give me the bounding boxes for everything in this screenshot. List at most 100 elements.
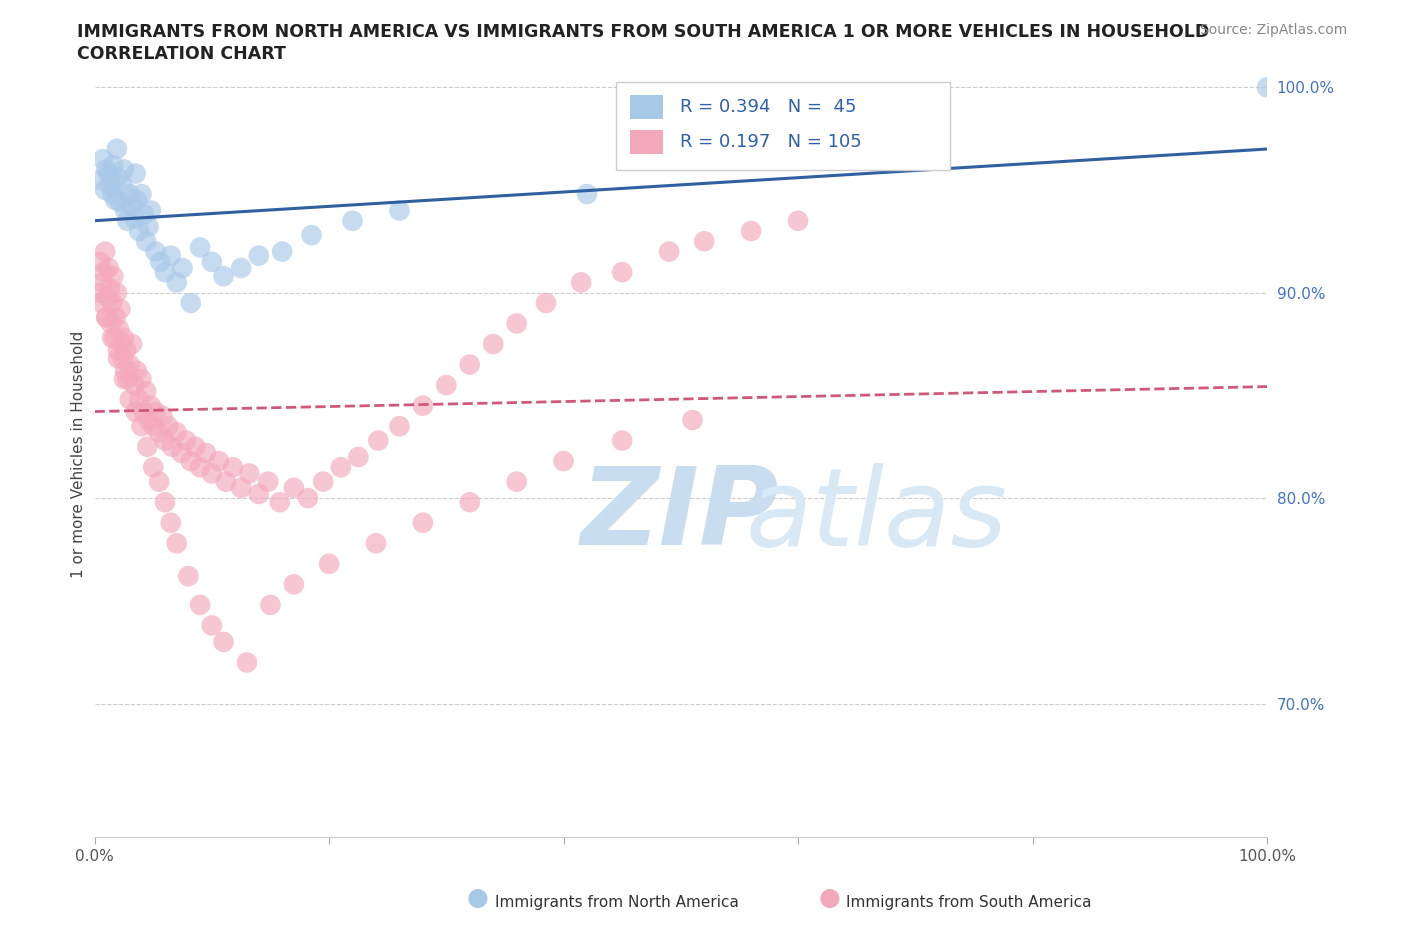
Point [94, 245, 117, 259]
Point [534, 296, 557, 311]
Text: ●: ● [818, 885, 841, 910]
Point [505, 474, 527, 489]
Point [96, 310, 118, 325]
Point [388, 203, 411, 218]
Point [124, 405, 146, 419]
Y-axis label: 1 or more Vehicles in Household: 1 or more Vehicles in Household [72, 330, 86, 578]
Point [208, 454, 231, 469]
Point [297, 491, 319, 506]
Point [111, 179, 134, 193]
Point [121, 337, 143, 352]
Point [153, 495, 176, 510]
Point [312, 474, 335, 489]
Point [458, 357, 481, 372]
Point [103, 158, 125, 173]
Point [153, 265, 176, 280]
Point [412, 515, 434, 530]
Point [434, 378, 457, 392]
Text: ZIP: ZIP [581, 462, 779, 568]
Point [100, 316, 122, 331]
Point [121, 199, 143, 214]
Point [201, 255, 224, 270]
Point [148, 474, 170, 489]
Point [101, 330, 124, 345]
Point [170, 445, 193, 460]
Point [682, 413, 704, 428]
Point [148, 425, 170, 440]
Point [142, 418, 165, 433]
Point [98, 281, 121, 296]
Point [201, 618, 224, 633]
Point [569, 275, 592, 290]
Point [110, 301, 132, 316]
Point [100, 179, 122, 193]
Point [271, 245, 294, 259]
Point [231, 481, 253, 496]
Point [180, 296, 202, 311]
Point [135, 384, 157, 399]
Point [318, 556, 340, 571]
Point [117, 371, 139, 386]
Point [87, 286, 110, 300]
Point [177, 569, 200, 584]
Point [505, 316, 527, 331]
Point [138, 413, 160, 428]
Point [128, 223, 150, 238]
Text: R = 0.197   N = 105: R = 0.197 N = 105 [679, 133, 862, 151]
Point [112, 330, 135, 345]
Point [105, 286, 128, 300]
Point [96, 310, 118, 325]
Point [125, 193, 148, 207]
Point [131, 371, 153, 386]
Point [118, 187, 141, 202]
Point [118, 357, 141, 372]
Point [231, 260, 253, 275]
Text: ●: ● [467, 885, 489, 910]
Point [103, 269, 125, 284]
Point [612, 265, 634, 280]
Point [139, 203, 162, 218]
Point [97, 166, 120, 181]
Point [184, 439, 207, 454]
Point [97, 260, 120, 275]
Point [112, 371, 135, 386]
Point [172, 260, 194, 275]
Point [110, 194, 132, 209]
Point [91, 152, 114, 166]
Point [269, 495, 291, 510]
Point [247, 248, 270, 263]
Point [347, 449, 370, 464]
Point [166, 425, 188, 440]
Point [612, 433, 634, 448]
Point [135, 233, 157, 248]
Point [91, 275, 114, 290]
Point [194, 445, 217, 460]
Point [107, 170, 129, 185]
Point [236, 655, 259, 670]
Point [159, 248, 181, 263]
Point [180, 454, 202, 469]
Point [142, 459, 165, 474]
Point [153, 433, 176, 448]
Point [342, 213, 364, 228]
Point [553, 454, 575, 469]
Point [166, 536, 188, 551]
Point [145, 405, 167, 419]
Point [131, 187, 153, 202]
Point [458, 495, 481, 510]
Point [145, 245, 167, 259]
Point [222, 459, 245, 474]
Text: IMMIGRANTS FROM NORTH AMERICA VS IMMIGRANTS FROM SOUTH AMERICA 1 OR MORE VEHICLE: IMMIGRANTS FROM NORTH AMERICA VS IMMIGRA… [77, 23, 1209, 41]
Point [107, 343, 129, 358]
Text: Immigrants from North America: Immigrants from North America [495, 895, 738, 910]
Point [115, 343, 138, 358]
Point [364, 536, 387, 551]
Point [90, 296, 112, 311]
Point [96, 289, 118, 304]
Point [104, 193, 127, 207]
Point [94, 182, 117, 197]
Point [301, 228, 323, 243]
Point [110, 337, 132, 352]
Point [482, 337, 505, 352]
Point [111, 351, 134, 365]
